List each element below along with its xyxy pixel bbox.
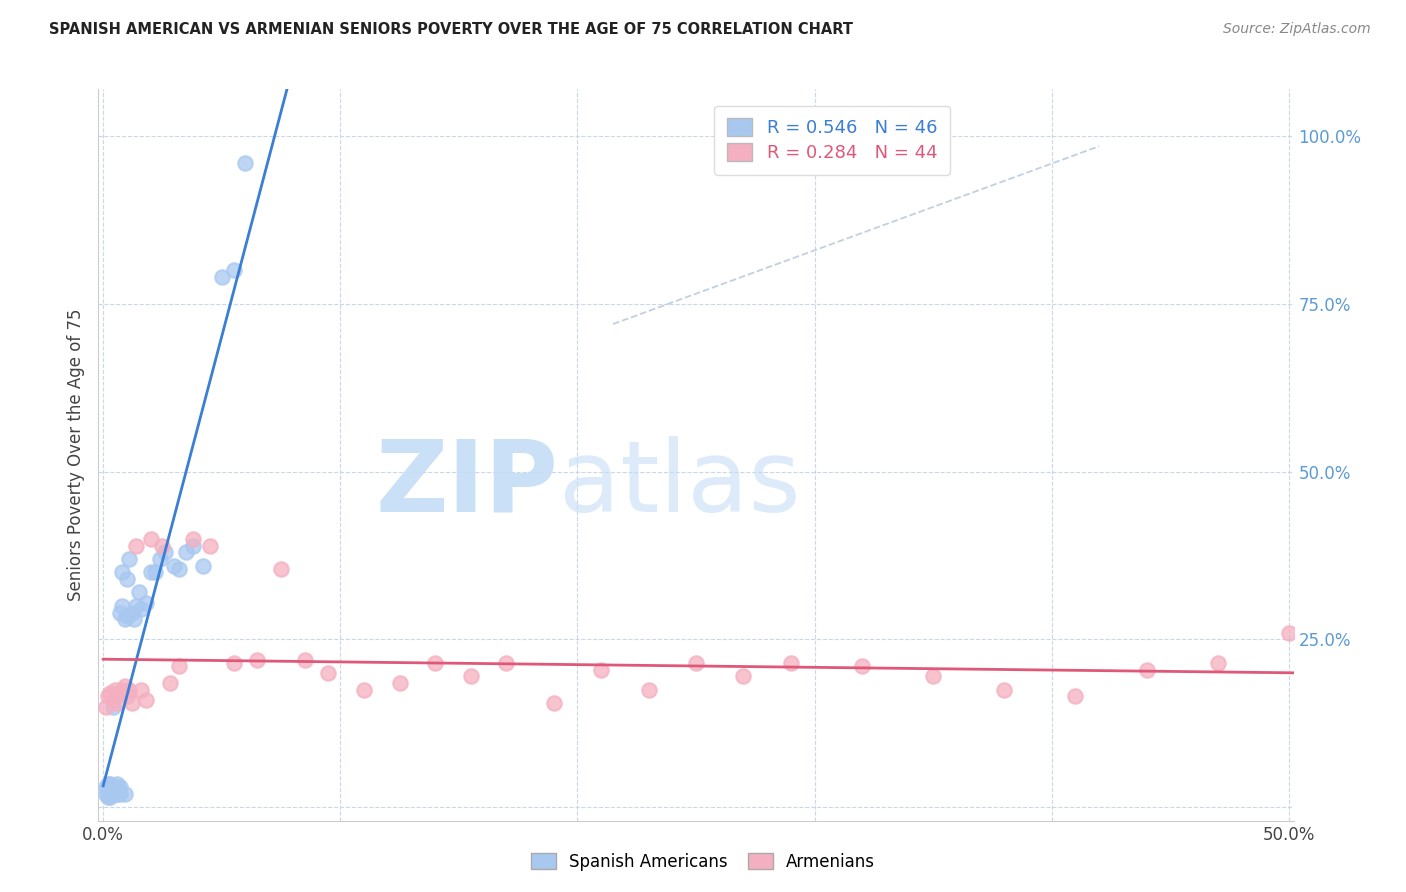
Point	[97, 690, 120, 704]
Point	[94, 787, 117, 801]
Point	[105, 696, 128, 710]
Point	[129, 602, 152, 616]
Point	[139, 566, 162, 580]
Point	[159, 676, 181, 690]
Point	[167, 562, 190, 576]
Point	[98, 787, 121, 801]
Point	[198, 539, 221, 553]
Point	[98, 686, 121, 700]
Point	[135, 693, 157, 707]
Point	[114, 787, 136, 801]
Point	[143, 566, 166, 580]
Point	[246, 652, 269, 666]
Point	[922, 669, 945, 683]
Text: ZIP: ZIP	[375, 435, 558, 533]
Point	[1135, 663, 1157, 677]
Point	[97, 790, 120, 805]
Text: Source: ZipAtlas.com: Source: ZipAtlas.com	[1223, 22, 1371, 37]
Point	[423, 656, 446, 670]
Point	[733, 669, 755, 683]
Point	[1206, 656, 1229, 670]
Point	[495, 656, 517, 670]
Point	[1278, 625, 1301, 640]
Point	[101, 787, 124, 801]
Point	[211, 270, 233, 285]
Point	[101, 699, 124, 714]
Point	[270, 562, 292, 576]
Point	[121, 696, 143, 710]
Point	[851, 659, 873, 673]
Legend: R = 0.546   N = 46, R = 0.284   N = 44: R = 0.546 N = 46, R = 0.284 N = 44	[714, 105, 950, 175]
Point	[139, 532, 162, 546]
Point	[108, 606, 131, 620]
Point	[353, 682, 375, 697]
Point	[105, 777, 128, 791]
Point	[460, 669, 482, 683]
Text: atlas: atlas	[558, 435, 800, 533]
Point	[98, 777, 121, 791]
Point	[104, 780, 127, 794]
Point	[125, 599, 148, 613]
Point	[779, 656, 801, 670]
Point	[118, 552, 141, 566]
Point	[105, 787, 128, 801]
Point	[122, 612, 145, 626]
Y-axis label: Seniors Poverty Over the Age of 75: Seniors Poverty Over the Age of 75	[67, 309, 86, 601]
Point	[101, 780, 124, 794]
Point	[135, 596, 157, 610]
Point	[181, 532, 204, 546]
Point	[294, 652, 316, 666]
Point	[105, 783, 128, 797]
Point	[222, 263, 245, 277]
Point	[121, 606, 143, 620]
Point	[152, 539, 174, 553]
Point	[163, 558, 186, 573]
Point	[181, 539, 204, 553]
Point	[167, 659, 190, 673]
Point	[94, 780, 117, 794]
Point	[101, 783, 124, 797]
Point	[114, 680, 136, 694]
Point	[111, 682, 134, 697]
Point	[125, 539, 148, 553]
Point	[993, 682, 1015, 697]
Point	[115, 690, 138, 704]
Point	[97, 783, 120, 797]
Point	[108, 686, 131, 700]
Point	[111, 566, 134, 580]
Point	[115, 609, 138, 624]
Point	[104, 783, 127, 797]
Point	[111, 599, 134, 613]
Point	[108, 780, 131, 794]
Point	[388, 676, 411, 690]
Point	[591, 663, 613, 677]
Point	[318, 665, 340, 680]
Point	[104, 682, 127, 697]
Point	[222, 656, 245, 670]
Point	[104, 787, 127, 801]
Legend: Spanish Americans, Armenians: Spanish Americans, Armenians	[523, 845, 883, 880]
Point	[98, 790, 121, 805]
Point	[115, 572, 138, 586]
Point	[637, 682, 659, 697]
Point	[543, 696, 565, 710]
Point	[94, 699, 117, 714]
Point	[101, 693, 124, 707]
Point	[118, 682, 141, 697]
Point	[108, 787, 131, 801]
Point	[153, 545, 176, 559]
Text: SPANISH AMERICAN VS ARMENIAN SENIORS POVERTY OVER THE AGE OF 75 CORRELATION CHAR: SPANISH AMERICAN VS ARMENIAN SENIORS POV…	[49, 22, 853, 37]
Point	[235, 156, 257, 170]
Point	[114, 612, 136, 626]
Point	[149, 552, 172, 566]
Point	[191, 558, 214, 573]
Point	[128, 585, 150, 599]
Point	[97, 777, 120, 791]
Point	[1064, 690, 1087, 704]
Point	[174, 545, 197, 559]
Point	[685, 656, 707, 670]
Point	[129, 682, 152, 697]
